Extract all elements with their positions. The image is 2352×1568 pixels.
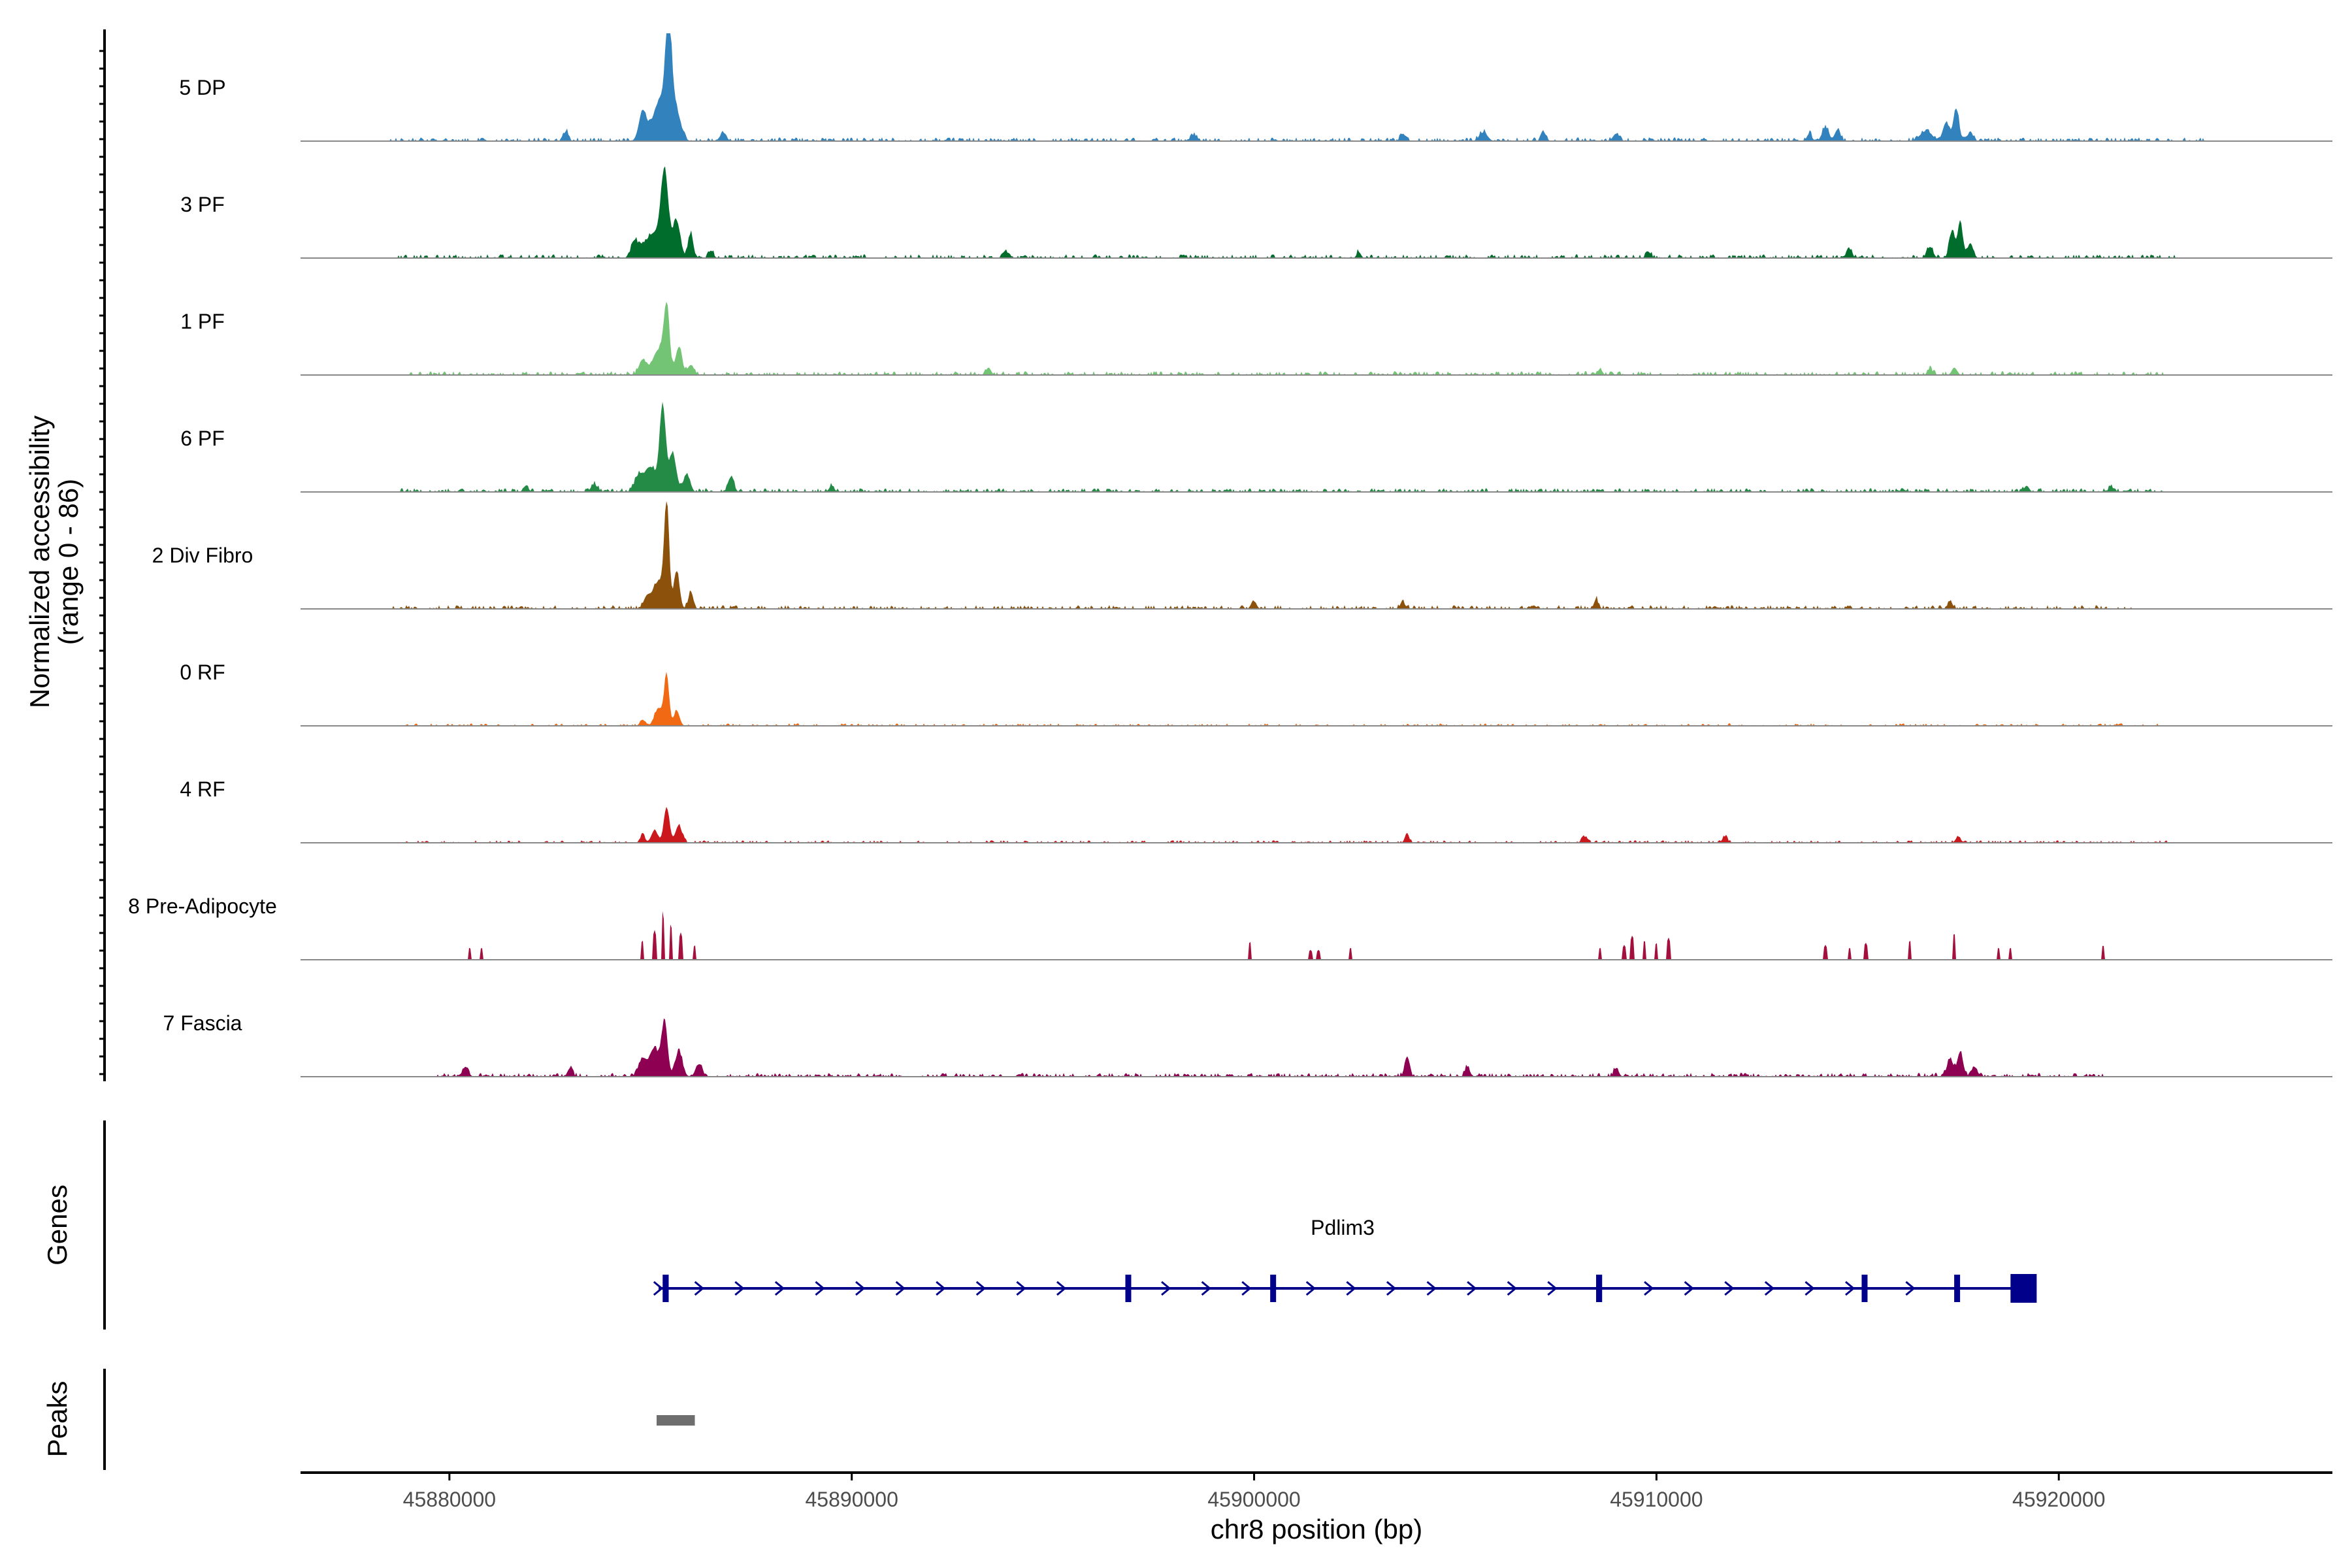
track-label: 1 PF bbox=[180, 310, 225, 333]
genes-panel-label: Genes bbox=[42, 1184, 73, 1266]
gene-exon bbox=[1125, 1275, 1132, 1302]
track-signal-area bbox=[301, 401, 2332, 492]
track-signal-area bbox=[301, 33, 2332, 141]
track-0-rf: 0 RF bbox=[180, 661, 2332, 727]
track-label: 5 DP bbox=[179, 76, 225, 99]
x-tick-label: 45910000 bbox=[1610, 1488, 1703, 1511]
gene-strand-arrow bbox=[1426, 1281, 1437, 1296]
track-7-fascia: 7 Fascia bbox=[163, 1011, 2332, 1077]
gene-exon bbox=[1954, 1275, 1961, 1302]
gene-strand-arrow bbox=[1386, 1281, 1397, 1296]
track-3-pf: 3 PF bbox=[180, 166, 2332, 259]
y-axis-label-line2: (range 0 - 86) bbox=[53, 479, 84, 645]
track-8-pre-adipocyte: 8 Pre-Adipocyte bbox=[128, 894, 2332, 960]
gene-strand-arrow bbox=[694, 1281, 705, 1296]
gene-strand-arrow bbox=[815, 1281, 825, 1296]
gene-track: Pdlim3 bbox=[653, 1216, 2037, 1303]
y-axis-ticks bbox=[99, 50, 105, 1075]
track-signal-area bbox=[301, 806, 2332, 843]
gene-strand-arrow bbox=[1161, 1281, 1171, 1296]
gene-strand-arrow bbox=[1684, 1281, 1694, 1296]
gene-strand-arrow bbox=[1305, 1281, 1316, 1296]
tracks: 5 DP 3 PF 1 PF 6 PF 2 Div Fibro 0 RF 4 RF 8 Pre… bbox=[128, 33, 2332, 1077]
track-signal-area bbox=[301, 166, 2332, 258]
gene-strand-arrow bbox=[895, 1281, 906, 1296]
gene-strand-arrow bbox=[936, 1281, 946, 1296]
gene-strand-arrow bbox=[1346, 1281, 1356, 1296]
track-6-pf: 6 PF bbox=[180, 401, 2332, 493]
gene-strand-arrow bbox=[1547, 1281, 1558, 1296]
track-1-pf: 1 PF bbox=[180, 301, 2332, 376]
peak-region bbox=[657, 1415, 695, 1426]
track-signal-area bbox=[301, 672, 2332, 726]
y-axis-label: Normalized accessibility (range 0 - 86) bbox=[24, 416, 84, 708]
track-label: 0 RF bbox=[180, 661, 225, 684]
gene-strand-arrow bbox=[1201, 1281, 1211, 1296]
track-signal-area bbox=[301, 501, 2332, 609]
gene-strand-arrow bbox=[1467, 1281, 1477, 1296]
peaks-track bbox=[657, 1415, 695, 1426]
gene-strand-arrow bbox=[975, 1281, 987, 1296]
gene-strand-arrow bbox=[1764, 1281, 1775, 1296]
gene-label: Pdlim3 bbox=[1311, 1216, 1375, 1239]
gene-strand-arrow bbox=[774, 1281, 785, 1296]
gene-strand-arrow bbox=[653, 1281, 664, 1296]
gene-strand-arrow bbox=[1241, 1281, 1252, 1296]
gene-strand-arrow bbox=[1644, 1281, 1654, 1296]
gene-strand-arrow bbox=[855, 1281, 866, 1296]
x-axis-ticks: 45880000 45890000 45900000 45910000 45920000 bbox=[403, 1473, 2105, 1511]
track-signal-area bbox=[301, 301, 2332, 375]
track-signal-area bbox=[301, 911, 2332, 960]
gene-exon bbox=[1596, 1275, 1603, 1302]
peaks-panel-label: Peaks bbox=[42, 1381, 73, 1458]
gene-strand-arrow bbox=[1724, 1281, 1735, 1296]
gene-strand-arrow bbox=[1016, 1281, 1026, 1296]
gene-exon bbox=[662, 1275, 669, 1302]
track-2-div-fibro: 2 Div Fibro bbox=[152, 501, 2332, 610]
track-label: 2 Div Fibro bbox=[152, 544, 253, 567]
track-signal-area bbox=[301, 1018, 2332, 1077]
gene-exon bbox=[2010, 1274, 2037, 1303]
x-tick-label: 45920000 bbox=[2012, 1488, 2105, 1511]
track-label: 4 RF bbox=[180, 777, 225, 801]
track-4-rf: 4 RF bbox=[180, 777, 2332, 843]
gene-exon bbox=[1270, 1275, 1277, 1302]
gene-strand-arrow bbox=[1507, 1281, 1518, 1296]
gene-strand-arrow bbox=[734, 1281, 745, 1296]
y-axis-label-line1: Normalized accessibility bbox=[24, 416, 55, 708]
x-tick-label: 45900000 bbox=[1207, 1488, 1300, 1511]
track-5-dp: 5 DP bbox=[179, 33, 2332, 142]
track-label: 3 PF bbox=[180, 193, 225, 216]
gene-strand-arrow bbox=[1805, 1281, 1815, 1296]
gene-exon bbox=[1861, 1275, 1868, 1302]
track-label: 6 PF bbox=[180, 427, 225, 450]
gene-strand-arrow bbox=[1056, 1281, 1067, 1296]
gene-strand-arrow bbox=[1905, 1281, 1916, 1296]
track-label: 8 Pre-Adipocyte bbox=[128, 894, 277, 918]
x-axis-label: chr8 position (bp) bbox=[1211, 1514, 1423, 1544]
track-label: 7 Fascia bbox=[163, 1011, 242, 1035]
x-tick-label: 45880000 bbox=[403, 1488, 496, 1511]
x-tick-label: 45890000 bbox=[806, 1488, 898, 1511]
gene-strand-arrow bbox=[1845, 1281, 1855, 1296]
